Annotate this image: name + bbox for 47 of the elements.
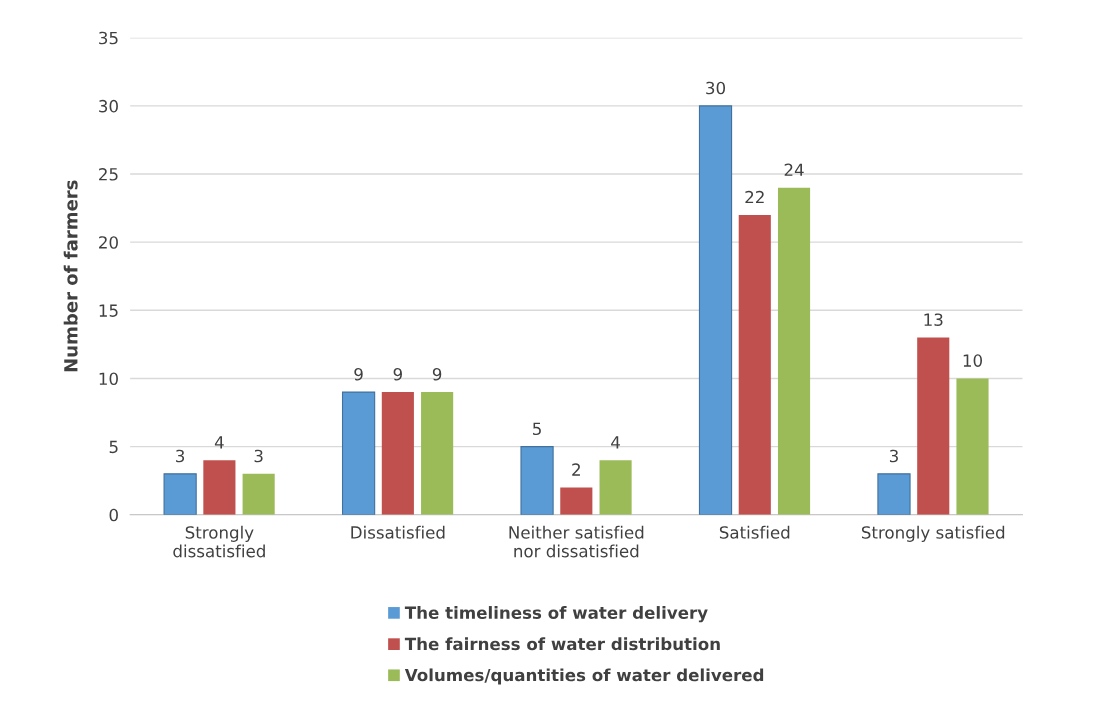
bar xyxy=(877,473,911,515)
bar xyxy=(560,487,593,515)
y-axis-title: Number of farmers xyxy=(63,180,78,372)
y-tick-label: 35 xyxy=(99,31,118,45)
bar xyxy=(917,337,950,515)
data-label: 22 xyxy=(745,190,764,204)
bar xyxy=(777,187,811,515)
x-tick-label: Strongly satisfied xyxy=(861,525,1005,542)
bar xyxy=(242,473,275,515)
data-label: 3 xyxy=(254,449,263,463)
data-label: 4 xyxy=(611,436,620,449)
y-tick-label: 20 xyxy=(99,236,118,249)
x-tick-label: Strongly dissatisfied xyxy=(173,525,265,558)
bar xyxy=(698,105,733,515)
y-tick-label: 5 xyxy=(109,440,118,454)
legend-label: Volumes/quantities of water delivered xyxy=(404,668,764,685)
data-label: 13 xyxy=(924,313,943,327)
data-label: 9 xyxy=(354,367,363,381)
data-label: 5 xyxy=(533,422,541,436)
legend-label: The timeliness of water delivery xyxy=(404,606,708,623)
bar xyxy=(163,473,197,515)
data-label: 9 xyxy=(393,367,402,381)
y-tick-label: 15 xyxy=(99,304,118,317)
bar xyxy=(341,391,376,515)
data-label: 9 xyxy=(432,367,442,381)
legend-label: The fairness of water distribution xyxy=(404,637,720,651)
x-tick-label: Neither satisfied nor dissatisfied xyxy=(509,525,644,558)
bar xyxy=(520,446,554,515)
bar xyxy=(203,460,236,515)
data-label: 10 xyxy=(963,354,983,367)
y-tick-label: 25 xyxy=(99,167,118,181)
bar xyxy=(738,214,771,515)
bar xyxy=(956,378,989,515)
data-label: 4 xyxy=(214,436,224,449)
bar xyxy=(599,460,632,515)
data-label: 24 xyxy=(784,163,804,176)
x-tick-label: Dissatisfied xyxy=(351,525,445,539)
data-label: 3 xyxy=(176,449,185,463)
y-tick-label: 0 xyxy=(109,508,118,522)
x-tick-label: Satisfied xyxy=(719,525,790,539)
bar xyxy=(421,392,454,515)
data-label: 2 xyxy=(572,463,580,476)
data-label: 30 xyxy=(706,81,726,95)
y-tick-label: 10 xyxy=(99,372,118,386)
data-label: 3 xyxy=(889,449,898,463)
y-tick-label: 30 xyxy=(99,99,118,113)
bar xyxy=(381,392,414,515)
